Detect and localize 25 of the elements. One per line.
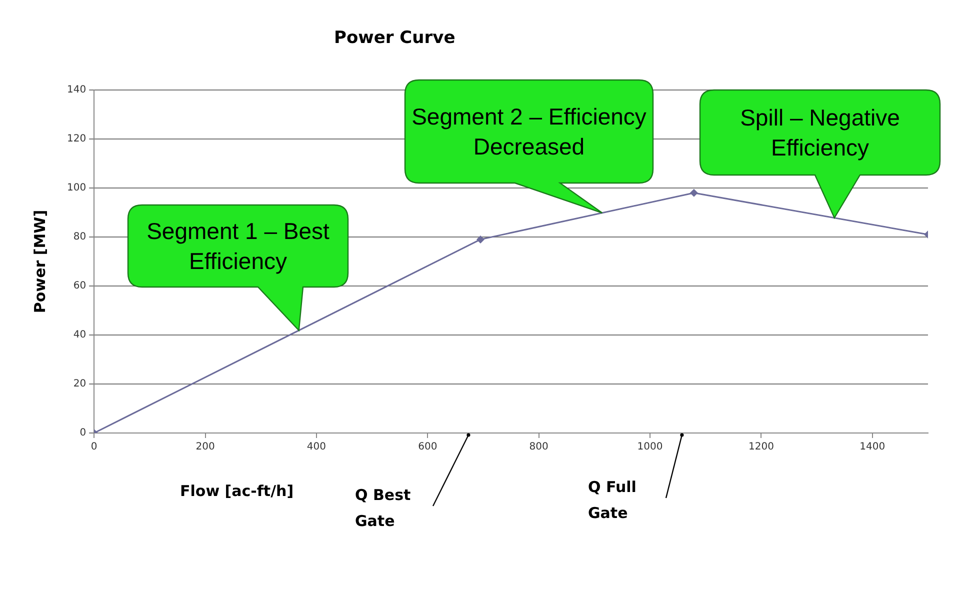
- x-tick-label: 1400: [860, 442, 886, 453]
- y-tick-label: 100: [66, 182, 86, 194]
- y-tick-label: 0: [80, 428, 86, 439]
- x-axis-title: Flow [ac-ft/h]: [180, 482, 294, 500]
- y-tick-label: 120: [66, 134, 86, 145]
- x-tick-label: 1000: [637, 442, 663, 453]
- speech-bubble: Segment 2 – Efficiency Decreased: [404, 79, 654, 214]
- y-axis-title: Power [MW]: [30, 210, 49, 314]
- y-tick-label: 40: [73, 330, 86, 341]
- y-tick-label: 80: [73, 232, 86, 243]
- y-tick-label: 140: [66, 84, 86, 96]
- annotation: Spill – Negative Efficiency: [740, 104, 900, 160]
- annotation: Segment 1 – Best Efficiency: [146, 218, 330, 274]
- y-tick-label: 20: [73, 378, 86, 390]
- y-tick-label: 60: [73, 280, 86, 292]
- x-tick-label: 1200: [748, 442, 774, 453]
- speech-bubble: Segment 1 – Best Efficiency: [127, 204, 349, 332]
- chart-title: Power Curve: [334, 28, 456, 48]
- x-tick-label: 800: [529, 442, 548, 453]
- x-tick-label: 0: [90, 442, 98, 453]
- annotation: Segment 2 – Efficiency Decreased: [412, 104, 647, 160]
- x-tick-label: 600: [418, 442, 438, 453]
- x-tick-label: 400: [306, 442, 326, 453]
- speech-bubble: Spill – Negative Efficiency: [699, 89, 941, 218]
- x-tick-label: 200: [196, 442, 215, 453]
